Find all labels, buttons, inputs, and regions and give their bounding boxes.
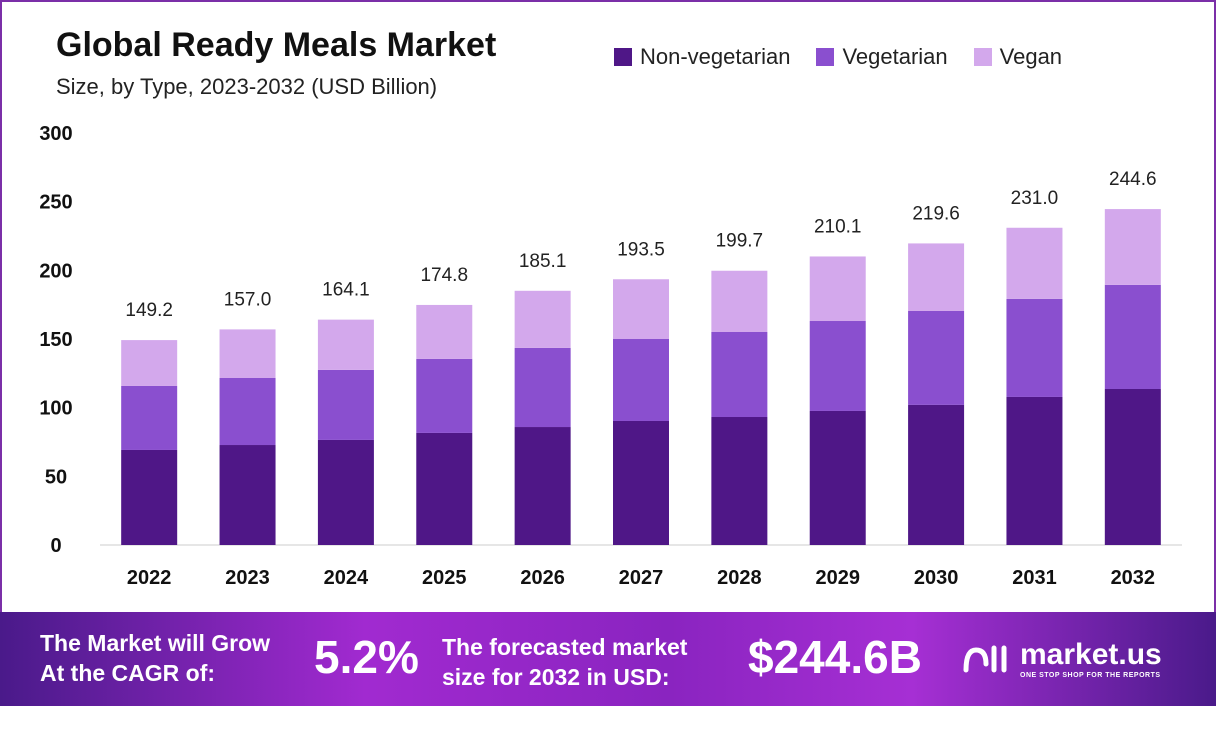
bar-segment-vegetarian — [809, 321, 866, 411]
logo-name: market.us — [1020, 638, 1162, 671]
bar-segment-vegan — [711, 270, 768, 332]
cagr-label: The Market will Grow At the CAGR of: — [40, 628, 270, 688]
cagr-label-line: At the CAGR of: — [40, 660, 216, 686]
y-tick-label: 150 — [39, 329, 72, 351]
total-label: 244.6 — [1109, 169, 1157, 190]
bar-segment-vegetarian — [317, 369, 374, 440]
bar-segment-non-vegetarian — [1006, 396, 1063, 545]
legend-label: Non-vegetarian — [640, 44, 791, 69]
x-tick-label: 2025 — [422, 567, 467, 589]
total-label: 219.6 — [912, 203, 960, 224]
bar-segment-vegan — [121, 340, 178, 386]
bar-segment-non-vegetarian — [514, 427, 571, 545]
bar-segment-vegetarian — [1104, 284, 1161, 389]
y-tick-label: 250 — [39, 192, 72, 214]
y-tick-label: 50 — [45, 466, 67, 488]
bar-chart: 0 50 100 150 200 250 300 149.2 2022 157.0 2023 164.… — [39, 123, 1182, 589]
bar-segment-non-vegetarian — [809, 410, 866, 545]
y-tick-label: 300 — [39, 123, 72, 145]
x-tick-label: 2022 — [127, 567, 172, 589]
bar-segment-vegetarian — [711, 331, 768, 418]
legend-item-vegetarian: Vegetarian — [816, 44, 948, 70]
x-tick-label: 2031 — [1012, 567, 1057, 589]
legend-label: Vegan — [999, 44, 1063, 69]
bar-segment-vegan — [1006, 227, 1063, 299]
legend-label: Vegetarian — [842, 44, 948, 69]
x-tick-label: 2032 — [1111, 567, 1156, 589]
y-tick-label: 100 — [39, 398, 72, 420]
bar-segment-vegan — [908, 243, 965, 311]
x-tick-label: 2024 — [324, 567, 369, 589]
chart-subtitle: Size, by Type, 2023-2032 (USD Billion) — [56, 74, 438, 99]
total-label: 199.7 — [716, 231, 764, 252]
total-label: 164.1 — [322, 280, 370, 301]
footer-banner: The Market will Grow At the CAGR of: 5.2%… — [0, 612, 1216, 706]
x-tick-label: 2026 — [520, 567, 565, 589]
x-tick-label: 2030 — [914, 567, 959, 589]
size-label-line: The forecasted market — [442, 634, 688, 660]
bar-segment-vegan — [809, 256, 866, 322]
bar-segment-vegetarian — [121, 385, 178, 450]
legend-item-non-vegetarian: Non-vegetarian — [614, 44, 790, 70]
total-label: 185.1 — [519, 251, 567, 272]
legend-swatch — [973, 48, 992, 66]
logo-tagline: ONE STOP SHOP FOR THE REPORTS — [1020, 672, 1161, 679]
bar-segment-vegan — [219, 329, 276, 379]
market-size-value: $244.6B — [748, 631, 922, 683]
bar-segment-vegetarian — [613, 339, 669, 421]
market-us-logo: market.us ONE STOP SHOP FOR THE REPORTS — [962, 638, 1162, 679]
x-tick-label: 2023 — [225, 567, 270, 589]
legend-swatch — [614, 48, 632, 66]
bar-segment-non-vegetarian — [711, 417, 768, 545]
cagr-value: 5.2% — [314, 631, 419, 683]
bar-segment-non-vegetarian — [219, 445, 276, 545]
bar-segment-vegetarian — [219, 378, 276, 446]
bar-segment-vegetarian — [908, 310, 965, 405]
x-tick-label: 2028 — [717, 567, 762, 589]
bar-segment-non-vegetarian — [416, 432, 473, 545]
bar-segment-non-vegetarian — [908, 404, 965, 545]
legend: Non-vegetarian Vegetarian Vegan — [614, 44, 1062, 70]
total-label: 193.5 — [617, 239, 665, 260]
chart-frame — [0, 0, 1216, 612]
bar-segment-vegetarian — [416, 358, 473, 433]
bar-segment-vegan — [1104, 209, 1161, 285]
total-label: 210.1 — [814, 216, 862, 237]
bar-segment-non-vegetarian — [1104, 388, 1161, 545]
legend-swatch — [816, 48, 835, 66]
bar-segment-vegan — [416, 304, 473, 359]
y-tick-label: 0 — [50, 535, 61, 557]
market-size-label: The forecasted market size for 2032 in US… — [442, 632, 687, 692]
bar-segment-vegetarian — [514, 347, 571, 428]
size-label-line: size for 2032 in USD: — [442, 664, 670, 690]
bar-segment-non-vegetarian — [121, 449, 178, 545]
bar-segment-vegan — [613, 279, 669, 339]
bar-segment-vegetarian — [1006, 298, 1063, 397]
total-label: 231.0 — [1011, 188, 1059, 209]
chart-title: Global Ready Meals Market — [56, 26, 497, 64]
bar-segment-non-vegetarian — [613, 420, 669, 545]
cagr-label-line: The Market will Grow — [40, 630, 271, 656]
bar-segment-vegan — [514, 290, 571, 348]
x-tick-label: 2027 — [619, 567, 664, 589]
legend-item-vegan: Vegan — [973, 44, 1063, 70]
y-tick-label: 200 — [39, 260, 72, 282]
total-label: 149.2 — [125, 300, 173, 321]
x-tick-label: 2029 — [815, 567, 860, 589]
total-label: 174.8 — [420, 265, 468, 286]
bar-segment-vegan — [317, 319, 374, 370]
bar-segment-non-vegetarian — [317, 439, 374, 545]
logo-icon — [963, 645, 1007, 672]
total-label: 157.0 — [224, 289, 272, 310]
